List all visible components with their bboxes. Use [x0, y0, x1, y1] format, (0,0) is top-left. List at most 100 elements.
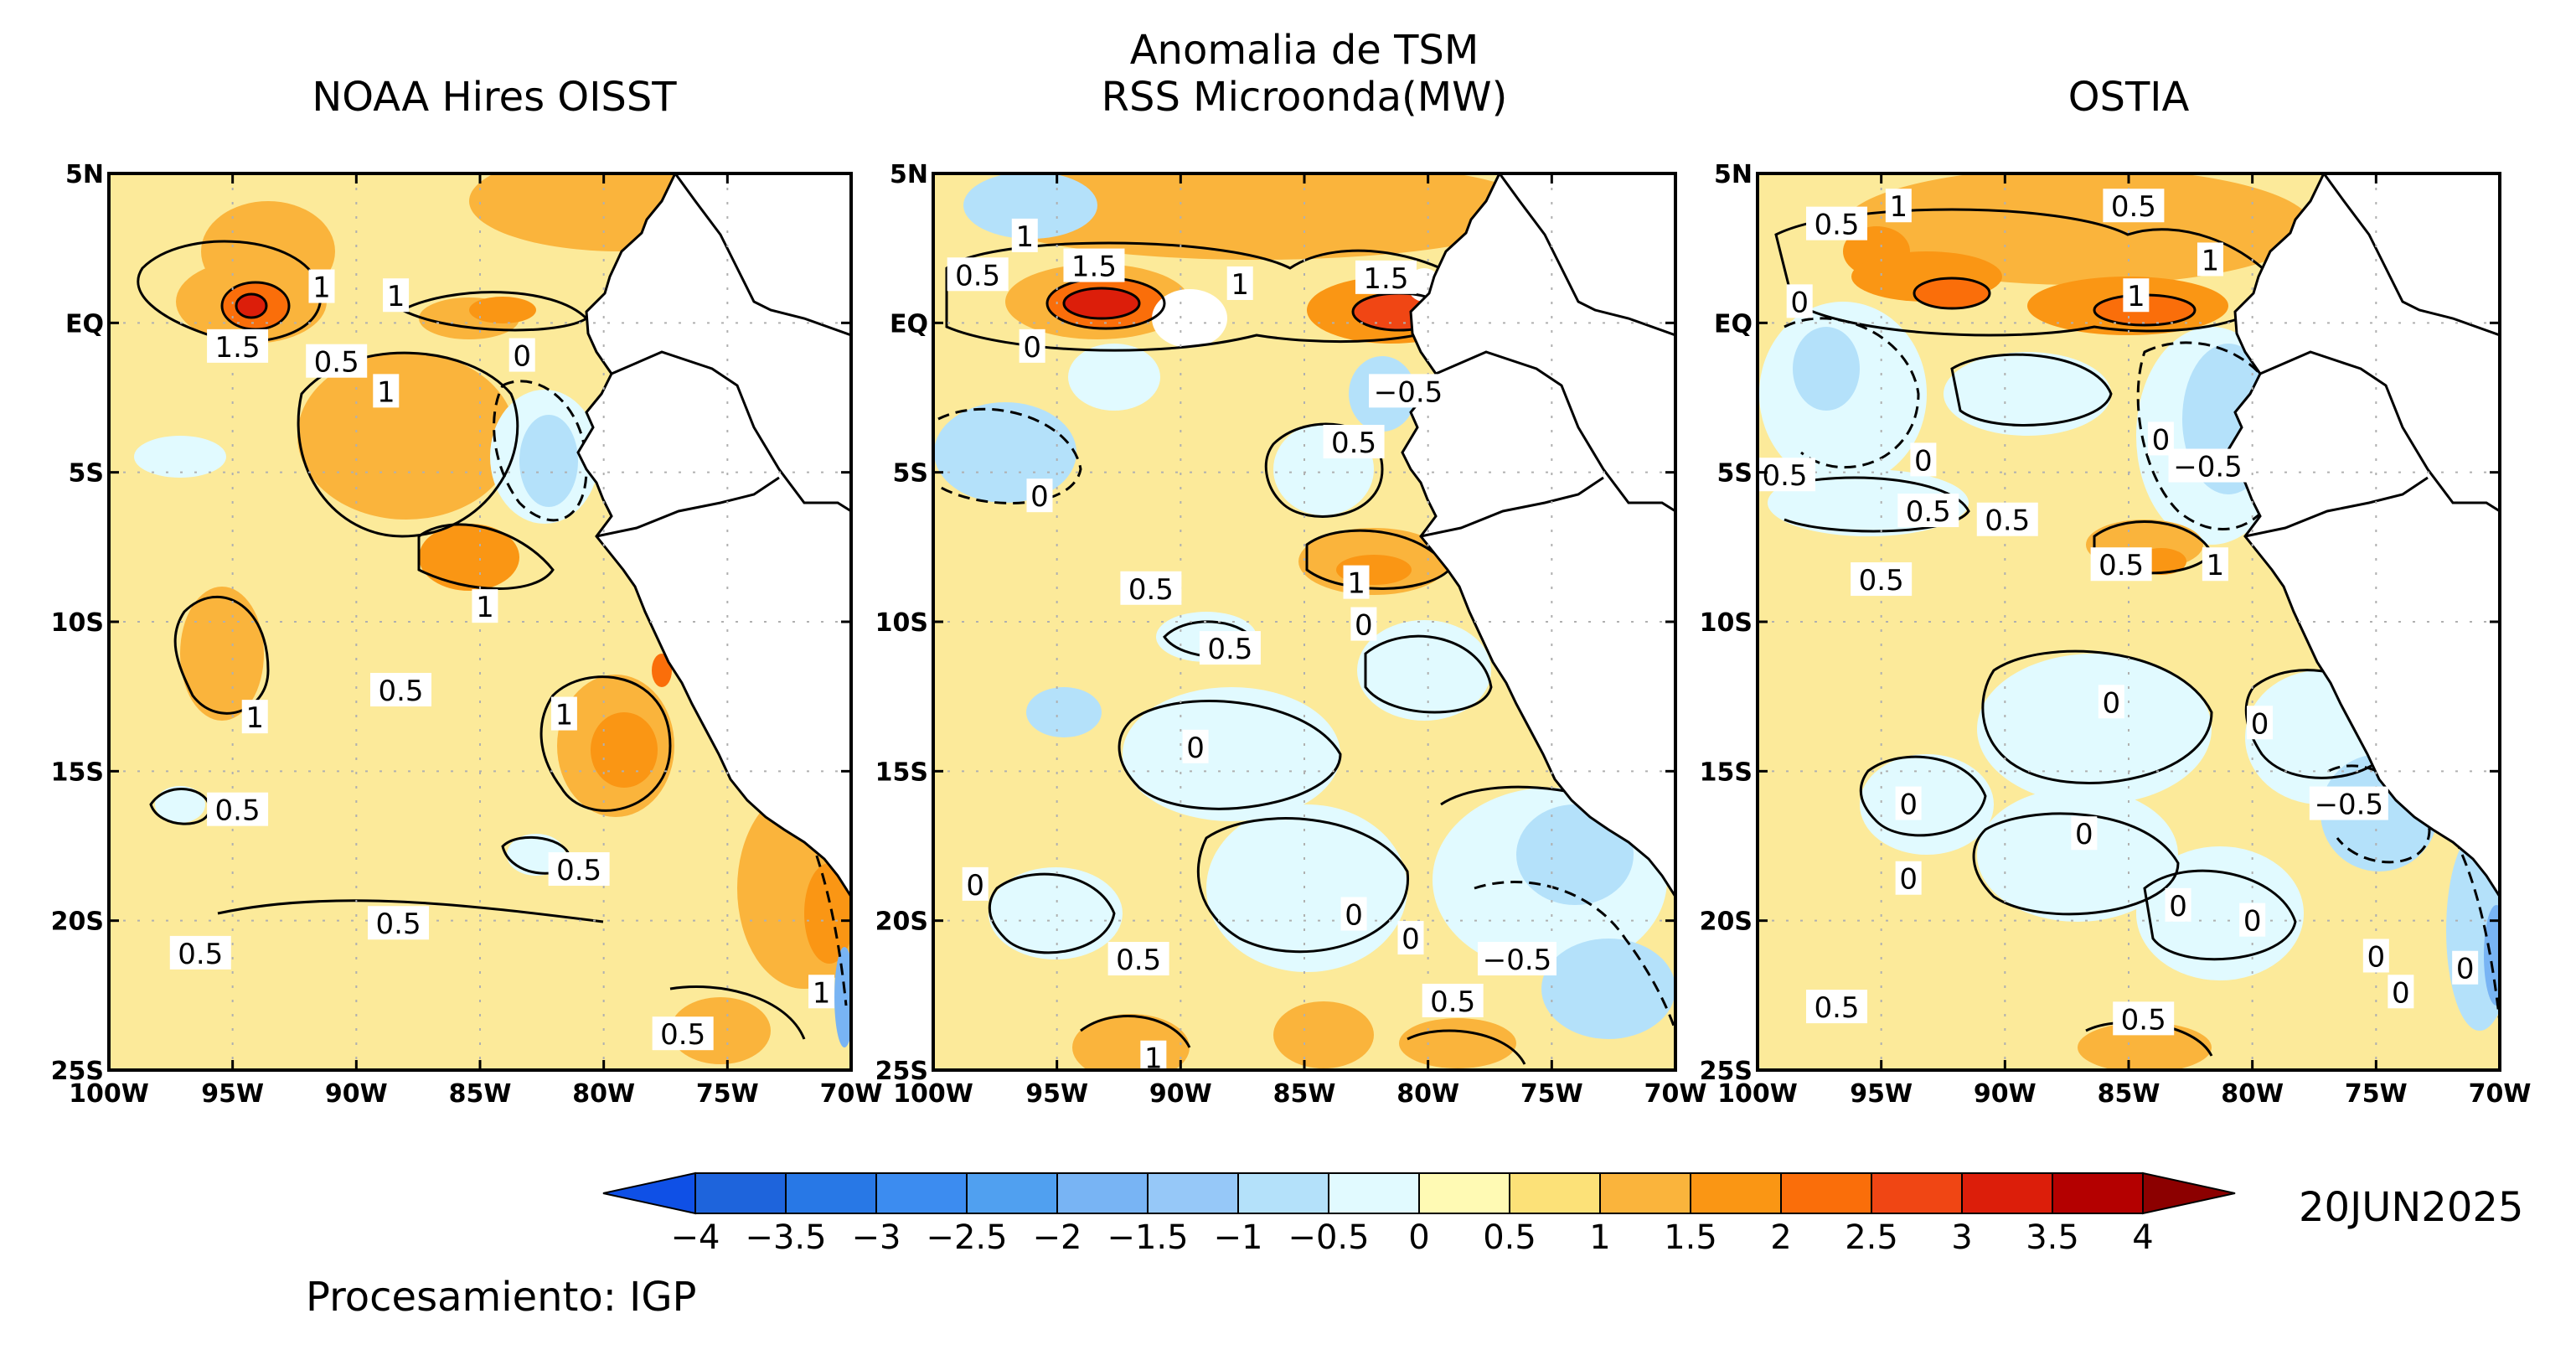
- contour-label: 0: [2103, 686, 2121, 720]
- contour-label: 0.5: [178, 938, 223, 971]
- lat-tick-label: EQ: [1714, 309, 1753, 339]
- lat-tick-label: 5S: [69, 459, 104, 489]
- contour-label: 0.5: [1762, 459, 1807, 493]
- colorbar-swatch: [1599, 1172, 1691, 1214]
- contour-label-bg: [169, 935, 231, 970]
- contour-label-bg: [2165, 887, 2191, 922]
- contour-label: 1: [377, 375, 395, 409]
- lon-tick-label: 85W: [449, 1079, 512, 1109]
- map-panel-ostia: OSTIA: [1700, 74, 2532, 1109]
- contour-label-bg: [2239, 902, 2266, 937]
- lon-tick-label: 100W: [1717, 1079, 1798, 1109]
- contour-label: 1: [1347, 567, 1365, 601]
- lat-tick-label: EQ: [890, 309, 928, 339]
- colorbar-swatch: [1690, 1172, 1782, 1214]
- processing-credit: Procesamiento: IGP: [306, 1274, 696, 1321]
- contour-label: 0: [513, 340, 531, 374]
- contour-label: 0: [966, 869, 984, 902]
- lat-tick-label: 15S: [51, 758, 104, 787]
- contour-label: 0: [1790, 286, 1809, 319]
- lon-tick-label: 80W: [2221, 1079, 2284, 1109]
- contour-label-bg: [1107, 942, 1169, 976]
- contour-label-bg: [207, 328, 269, 363]
- contour-label-bg: [1350, 607, 1377, 641]
- contour-label: 0: [1899, 789, 1918, 822]
- contour-label-bg: [1806, 990, 1868, 1024]
- lat-tick-label: 5N: [1714, 160, 1753, 189]
- contour-label: 0.5: [376, 908, 421, 941]
- lat-tick-label: 15S: [1700, 758, 1753, 787]
- colorbar-tick-label: −2.5: [926, 1218, 1007, 1257]
- lat-tick-label: 20S: [51, 908, 104, 937]
- colorbar-tick-label: −3.5: [745, 1218, 826, 1257]
- contour-label-bg: [1226, 266, 1253, 300]
- contour-labels-oisst: 1 1 1.5 0.5 0 1 1 0.5 1 1 0.5 0.5 0.5 0.5 0.5 1: [169, 269, 835, 1052]
- contour-label: 0: [1030, 480, 1049, 514]
- lat-tick-label: 20S: [1700, 908, 1753, 937]
- colorbar-swatch: [1871, 1172, 1963, 1214]
- contour-label-bg: [2197, 242, 2223, 277]
- contour-label-bg: [369, 673, 431, 707]
- contour-label-bg: [241, 700, 268, 734]
- colorbar-tick-label: −2: [1033, 1218, 1082, 1257]
- lon-tick-label: 100W: [893, 1079, 973, 1109]
- contour-label: 1.5: [1363, 262, 1408, 296]
- lon-tick-label: 75W: [2345, 1079, 2408, 1109]
- contour-label: 0: [1914, 444, 1933, 478]
- lon-tick-label: 80W: [1396, 1079, 1459, 1109]
- contour-label: 0.5: [215, 794, 261, 828]
- lat-tick-label: 5S: [1717, 459, 1753, 489]
- contour-label: 0.5: [1430, 985, 1475, 1019]
- contour-label: 0: [1402, 923, 1420, 956]
- contour-label-bg: [1369, 374, 1448, 408]
- contour-label-bg: [2071, 816, 2098, 851]
- lon-tick-label: 75W: [696, 1079, 759, 1109]
- lon-tick-label: 100W: [69, 1079, 149, 1109]
- contour-label: 1: [1890, 190, 1908, 224]
- contour-label: 0: [2169, 890, 2187, 923]
- contour-label: 0.5: [1985, 504, 2030, 538]
- contour-label: −0.5: [1483, 944, 1552, 977]
- contour-label-bg: [1120, 571, 1182, 605]
- contour-label-bg: [1786, 284, 1813, 318]
- contour-label: 0: [2251, 707, 2269, 741]
- lon-tick-label: 70W: [1644, 1079, 1707, 1109]
- contour-label-bg: [2090, 547, 2152, 582]
- contour-label: 0.5: [1116, 944, 1161, 977]
- colorbar-tick-label: 0.5: [1483, 1218, 1536, 1257]
- contour-label-bg: [1026, 478, 1053, 513]
- contour-label-bg: [1340, 897, 1367, 931]
- contour-label-bg: [2202, 547, 2228, 582]
- colorbar-tick-label: −3: [852, 1218, 901, 1257]
- contour-label-bg: [2113, 1001, 2175, 1036]
- lon-tick-label: 70W: [820, 1079, 883, 1109]
- colorbar-swatch: [1961, 1172, 2053, 1214]
- contour-label: 0.5: [660, 1018, 705, 1052]
- colorbar-tick-label: 3: [1951, 1218, 1972, 1257]
- colorbar-swatch: [1418, 1172, 1510, 1214]
- contour-label: 0: [2456, 953, 2475, 986]
- contour-label: 1: [555, 699, 574, 732]
- lat-tick-label: 20S: [875, 908, 928, 937]
- contour-label: 0.5: [556, 854, 601, 887]
- contour-label: 1: [245, 701, 264, 735]
- lat-tick-label: 25S: [875, 1057, 928, 1086]
- colorbar-swatch: [1509, 1172, 1601, 1214]
- colorbar-swatch: [875, 1172, 968, 1214]
- contour-label-bg: [1063, 248, 1125, 282]
- contour-label-bg: [308, 269, 335, 303]
- panel-title-oisst: NOAA Hires OISST: [312, 74, 677, 121]
- contour-label: 0.5: [1859, 564, 1904, 597]
- colorbar: −4 −3.5 −3 −2.5 −2 −1.5 −1 −0.5 0 0.5 1 1.5 2 2.5 3 3.5…: [602, 1171, 2236, 1257]
- lat-tick-label: 10S: [875, 608, 928, 638]
- contour-lines-oisst: [137, 240, 848, 1040]
- contour-label: 1: [2207, 549, 2225, 582]
- contour-label-bg: [1851, 562, 1913, 597]
- colorbar-swatch: [2052, 1172, 2144, 1214]
- contour-label-bg: [1343, 565, 1370, 599]
- contour-label: 0.5: [955, 259, 1000, 292]
- contour-label-bg: [652, 1016, 714, 1051]
